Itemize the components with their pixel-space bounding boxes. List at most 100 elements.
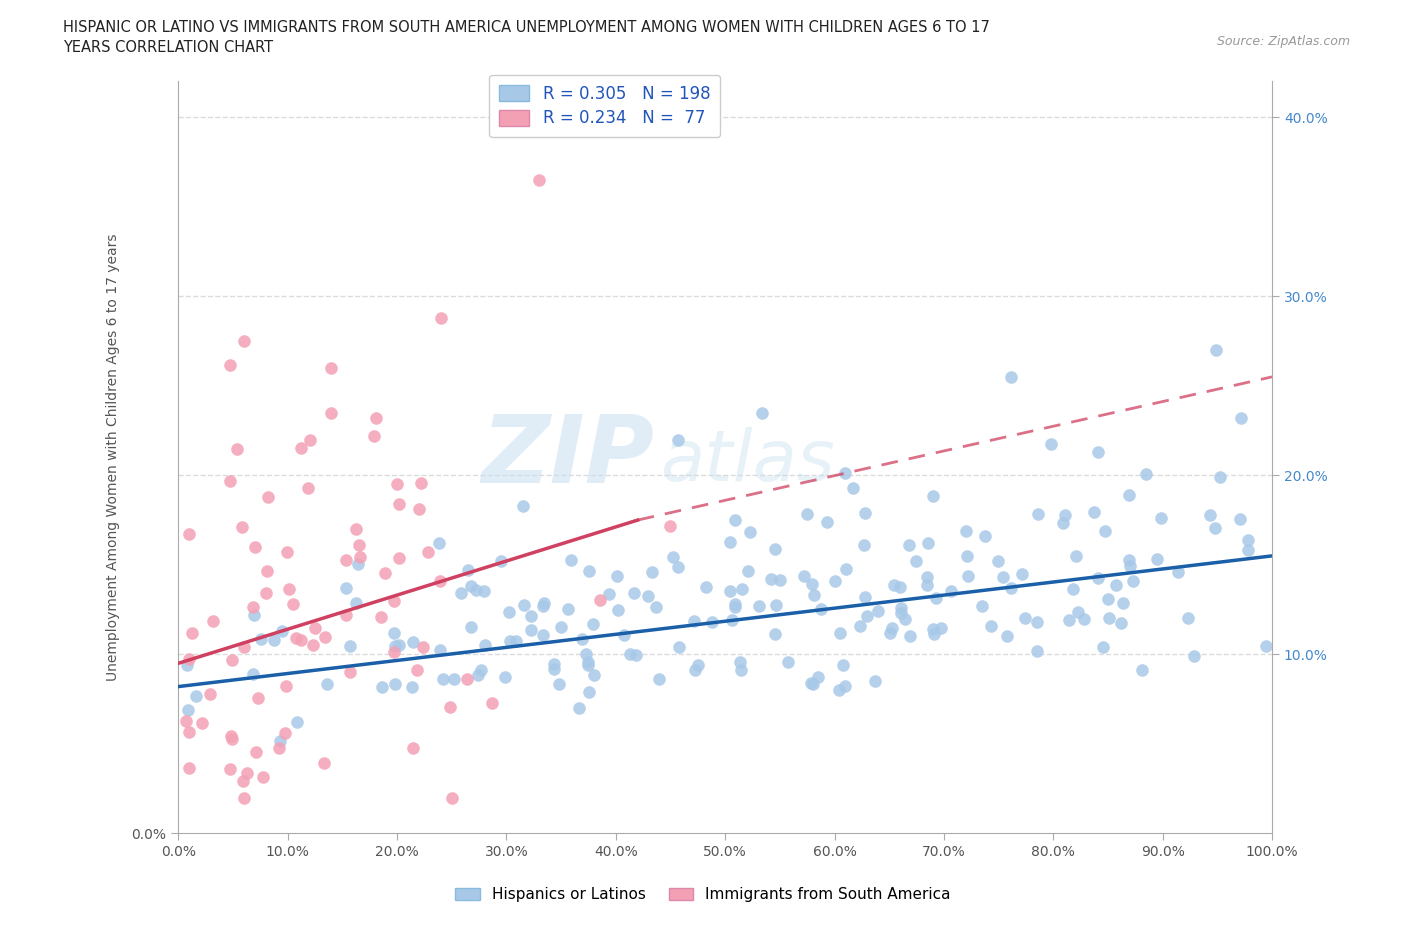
Point: [349, 550, 371, 565]
Point: [868, 603, 890, 618]
Point: [384, 626, 406, 641]
Point: [1094, 524, 1116, 538]
Point: [256, 564, 278, 578]
Point: [411, 475, 433, 490]
Point: [751, 405, 773, 420]
Point: [834, 466, 856, 481]
Point: [363, 429, 385, 444]
Point: [880, 620, 903, 635]
Point: [401, 680, 423, 695]
Point: [465, 582, 488, 597]
Point: [385, 477, 408, 492]
Point: [893, 612, 915, 627]
Point: [1118, 487, 1140, 502]
Point: [815, 514, 838, 529]
Point: [499, 633, 522, 648]
Point: [366, 410, 388, 425]
Point: [231, 520, 253, 535]
Point: [384, 677, 406, 692]
Point: [801, 677, 824, 692]
Point: [374, 565, 396, 580]
Point: [730, 582, 752, 597]
Point: [1105, 578, 1128, 592]
Point: [269, 734, 291, 749]
Point: [370, 609, 392, 624]
Point: [728, 654, 751, 669]
Point: [995, 628, 1018, 643]
Point: [233, 790, 256, 805]
Point: [177, 526, 200, 541]
Point: [853, 506, 876, 521]
Point: [249, 631, 271, 646]
Point: [1167, 565, 1189, 579]
Point: [956, 569, 979, 584]
Point: [852, 538, 875, 552]
Point: [987, 553, 1010, 568]
Point: [512, 598, 534, 613]
Point: [221, 653, 243, 668]
Point: [1109, 616, 1132, 631]
Point: [824, 573, 846, 588]
Point: [456, 672, 478, 687]
Point: [382, 644, 405, 659]
Point: [659, 519, 682, 534]
Point: [232, 774, 254, 789]
Point: [429, 643, 451, 658]
Point: [917, 536, 939, 551]
Point: [1150, 511, 1173, 525]
Point: [304, 621, 326, 636]
Point: [321, 361, 343, 376]
Point: [474, 638, 496, 653]
Point: [429, 310, 451, 325]
Point: [748, 598, 770, 613]
Point: [661, 550, 683, 565]
Point: [242, 666, 264, 681]
Point: [730, 663, 752, 678]
Point: [460, 578, 482, 593]
Point: [335, 580, 357, 595]
Point: [606, 568, 628, 583]
Point: [460, 619, 482, 634]
Point: [287, 714, 309, 729]
Point: [718, 584, 741, 599]
Point: [1014, 610, 1036, 625]
Point: [457, 563, 479, 578]
Point: [242, 600, 264, 615]
Point: [406, 663, 429, 678]
Point: [796, 507, 818, 522]
Point: [439, 699, 461, 714]
Point: [427, 536, 450, 551]
Point: [1122, 574, 1144, 589]
Point: [198, 687, 221, 702]
Point: [470, 663, 492, 678]
Point: [1177, 610, 1199, 625]
Point: [184, 688, 207, 703]
Point: [623, 585, 645, 600]
Point: [301, 638, 323, 653]
Point: [388, 551, 411, 565]
Point: [179, 724, 201, 739]
Point: [810, 602, 832, 617]
Point: [226, 442, 249, 457]
Point: [737, 564, 759, 578]
Point: [571, 631, 593, 646]
Point: [834, 679, 856, 694]
Point: [800, 675, 823, 690]
Point: [270, 624, 292, 639]
Point: [276, 544, 298, 559]
Point: [576, 658, 599, 672]
Point: [218, 357, 240, 372]
Point: [1062, 581, 1084, 596]
Point: [807, 670, 830, 684]
Point: [686, 658, 709, 672]
Point: [550, 619, 572, 634]
Point: [637, 589, 659, 604]
Point: [624, 647, 647, 662]
Point: [1000, 580, 1022, 595]
Point: [865, 673, 887, 688]
Point: [1205, 342, 1227, 357]
Point: [408, 502, 430, 517]
Point: [177, 761, 200, 776]
Point: [761, 572, 783, 587]
Point: [991, 570, 1014, 585]
